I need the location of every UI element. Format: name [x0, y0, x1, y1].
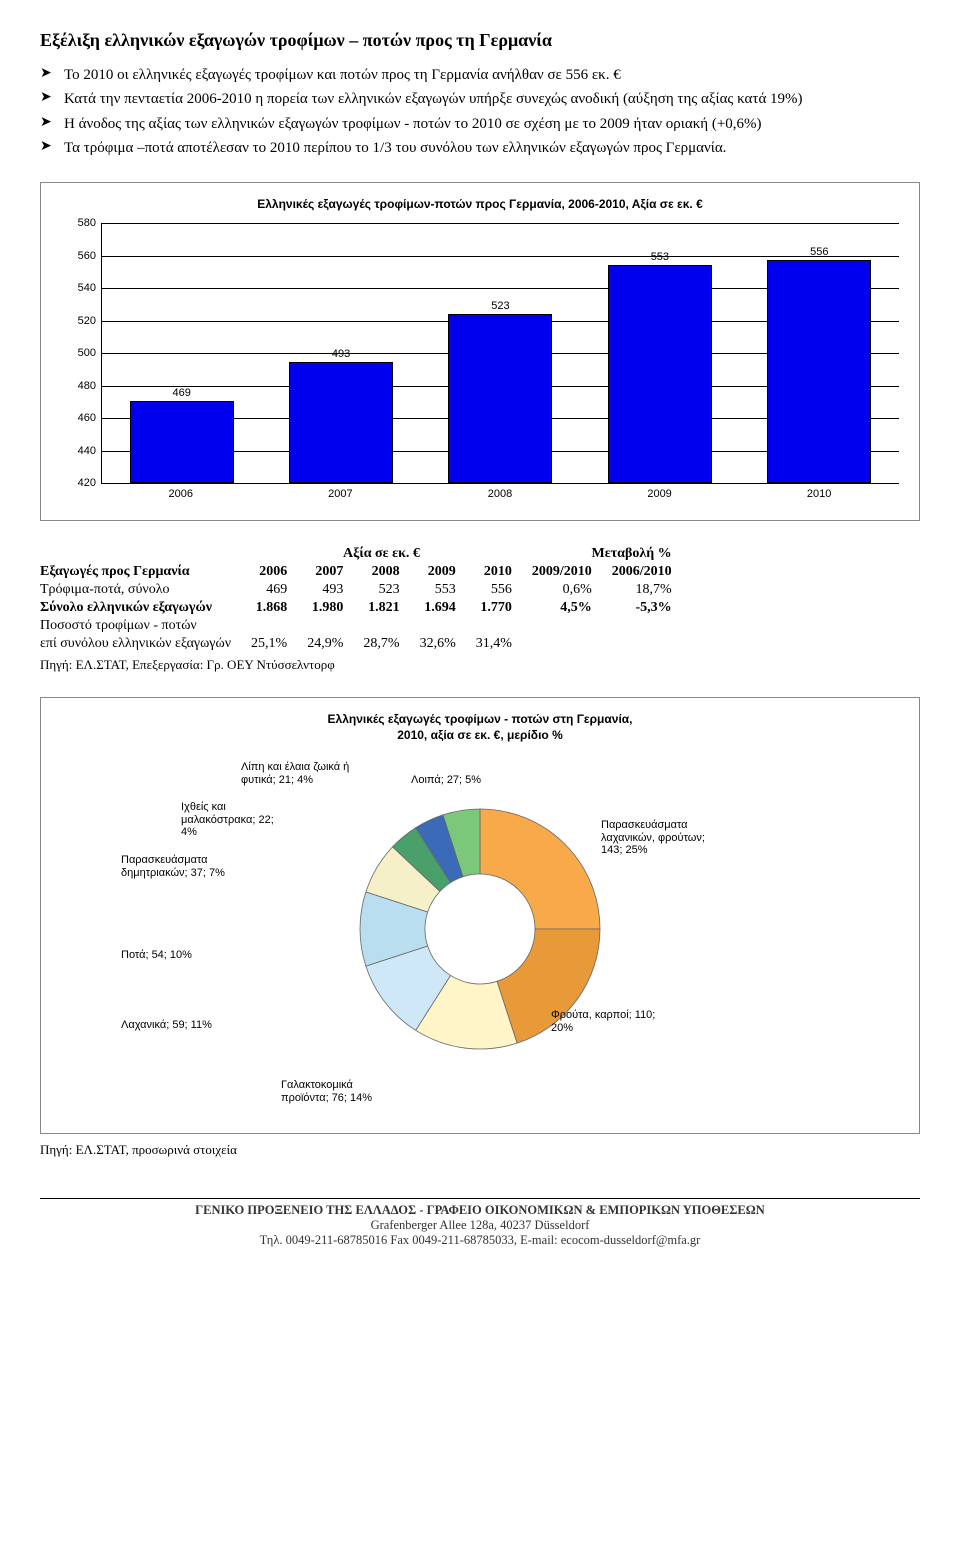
data-table: Αξία σε εκ. €Μεταβολή %Εξαγωγές προς Γερ…: [40, 545, 682, 653]
bar-chart-x-labels: 20062007200820092010: [101, 488, 899, 500]
bullet-list: Το 2010 οι ελληνικές εξαγωγές τροφίμων κ…: [40, 65, 920, 158]
table-source: Πηγή: ΕΛ.ΣΤΑΤ, Επεξεργασία: Γρ. ΟΕΥ Ντύσ…: [40, 657, 920, 673]
footer-line1: ΓΕΝΙΚΟ ΠΡΟΞΕΝΕΙΟ ΤΗΣ ΕΛΛΑΔΟΣ - ΓΡΑΦΕΙΟ Ο…: [40, 1203, 920, 1218]
page-title: Εξέλιξη ελληνικών εξαγωγών τροφίμων – πο…: [40, 30, 920, 51]
bar-chart-area: 4204404604805005205405605804694935235535…: [101, 223, 899, 484]
page-footer: ΓΕΝΙΚΟ ΠΡΟΞΕΝΕΙΟ ΤΗΣ ΕΛΛΑΔΟΣ - ΓΡΑΦΕΙΟ Ο…: [40, 1198, 920, 1248]
bar-chart-title: Ελληνικές εξαγωγές τροφίμων-ποτών προς Γ…: [61, 197, 899, 211]
bar-chart-box: Ελληνικές εξαγωγές τροφίμων-ποτών προς Γ…: [40, 182, 920, 521]
bullet-item: Το 2010 οι ελληνικές εξαγωγές τροφίμων κ…: [40, 65, 920, 85]
footer-line2: Grafenberger Allee 128a, 40237 Düsseldor…: [40, 1218, 920, 1233]
footer-line3: Τηλ. 0049-211-68785016 Fax 0049-211-6878…: [40, 1233, 920, 1248]
pie-chart-title: Ελληνικές εξαγωγές τροφίμων - ποτών στη …: [61, 712, 899, 743]
bullet-item: Τα τρόφιμα –ποτά αποτέλεσαν το 2010 περί…: [40, 138, 920, 158]
bullet-item: Η άνοδος της αξίας των ελληνικών εξαγωγώ…: [40, 114, 920, 134]
bullet-item: Κατά την πενταετία 2006-2010 η πορεία τω…: [40, 89, 920, 109]
pie-chart-area: Παρασκευάσματα λαχανικών, φρούτων; 143; …: [61, 749, 899, 1109]
pie-source: Πηγή: ΕΛ.ΣΤΑΤ, προσωρινά στοιχεία: [40, 1142, 920, 1158]
pie-chart-box: Ελληνικές εξαγωγές τροφίμων - ποτών στη …: [40, 697, 920, 1134]
